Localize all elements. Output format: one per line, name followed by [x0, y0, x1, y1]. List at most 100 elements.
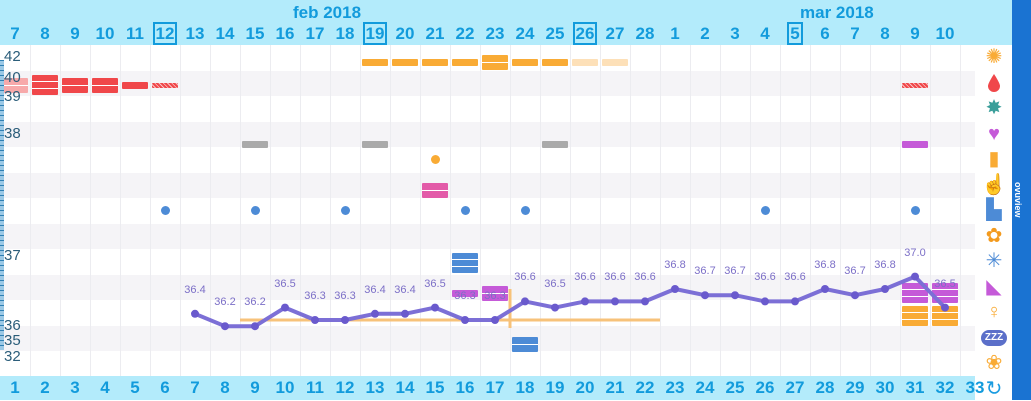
temperature-point[interactable] — [581, 297, 589, 306]
dot-doc[interactable] — [760, 205, 770, 215]
date-6[interactable]: 6 — [810, 24, 840, 43]
cycle-day[interactable]: 5 — [130, 378, 140, 397]
marker-heart[interactable] — [902, 140, 928, 148]
marker-woman[interactable] — [902, 306, 928, 326]
marker-sun[interactable] — [392, 58, 418, 66]
cycle-day[interactable]: 3 — [70, 378, 80, 397]
date-14[interactable]: 14 — [210, 24, 240, 43]
marker-sun[interactable] — [542, 58, 568, 66]
temperature-point[interactable] — [551, 303, 559, 312]
marker-sun[interactable] — [422, 58, 448, 66]
dot-pill[interactable] — [430, 154, 440, 164]
temperature-point[interactable] — [641, 297, 649, 306]
marker-blood[interactable] — [2, 77, 28, 93]
refresh-icon[interactable]: ↻ — [985, 377, 1003, 400]
cycle-day[interactable]: 23 — [665, 378, 685, 397]
blood-drop-icon[interactable] — [981, 71, 1007, 95]
cycle-day[interactable]: 13 — [365, 378, 385, 397]
cervix-icon[interactable]: ◣ — [986, 275, 1002, 298]
cycle-day[interactable]: 30 — [875, 378, 895, 397]
date-26[interactable]: 26 — [570, 22, 600, 45]
temperature-point[interactable] — [191, 309, 199, 318]
temperature-point[interactable] — [911, 272, 919, 281]
date-10[interactable]: 10 — [90, 24, 120, 43]
date-23[interactable]: 23 — [480, 24, 510, 43]
cycle-day[interactable]: 9 — [250, 378, 260, 397]
date-1[interactable]: 1 — [660, 24, 690, 43]
date-17[interactable]: 17 — [300, 24, 330, 43]
date-4[interactable]: 4 — [750, 24, 780, 43]
cycle-day[interactable]: 19 — [545, 378, 565, 397]
cycle-day[interactable]: 11 — [306, 378, 324, 397]
dot-doc[interactable] — [520, 205, 530, 215]
marker-woman[interactable] — [932, 306, 958, 326]
cycle-day[interactable]: 28 — [815, 378, 835, 397]
date-15[interactable]: 15 — [240, 24, 270, 43]
dot-doc[interactable] — [460, 205, 470, 215]
splash-icon[interactable]: ✸ — [985, 97, 1003, 119]
temperature-point[interactable] — [941, 303, 949, 312]
temperature-point[interactable] — [821, 285, 829, 293]
temperature-point[interactable] — [281, 303, 289, 312]
cycle-day[interactable]: 33 — [965, 378, 985, 397]
marker-heart[interactable] — [362, 140, 388, 148]
temperature-point[interactable] — [401, 309, 409, 318]
temperature-point[interactable] — [221, 322, 229, 331]
cycle-day[interactable]: 21 — [605, 378, 625, 397]
marker-sun[interactable] — [512, 58, 538, 66]
cycle-day[interactable]: 27 — [785, 378, 805, 397]
date-7[interactable]: 7 — [0, 24, 30, 43]
temperature-point[interactable] — [611, 297, 619, 306]
pill-bottle-icon[interactable]: ▮ — [988, 148, 1000, 170]
temperature-point[interactable] — [431, 303, 439, 312]
date-28[interactable]: 28 — [630, 24, 660, 43]
cycle-day[interactable]: 10 — [275, 378, 295, 397]
date-7[interactable]: 7 — [840, 24, 870, 43]
date-12[interactable]: 12 — [150, 22, 180, 45]
cycle-day[interactable]: 8 — [220, 378, 230, 397]
date-16[interactable]: 16 — [270, 24, 300, 43]
date-19[interactable]: 19 — [360, 22, 390, 45]
cycle-day[interactable]: 16 — [455, 378, 475, 397]
marker-sun[interactable] — [572, 58, 598, 66]
cycle-day[interactable]: 14 — [395, 378, 415, 397]
cycle-day[interactable]: 17 — [485, 378, 505, 397]
date-13[interactable]: 13 — [180, 24, 210, 43]
cycle-day[interactable]: 22 — [635, 378, 655, 397]
date-10[interactable]: 10 — [930, 24, 960, 43]
date-3[interactable]: 3 — [720, 24, 750, 43]
date-25[interactable]: 25 — [540, 24, 570, 43]
marker-sun[interactable] — [452, 58, 478, 66]
cycle-day[interactable]: 15 — [425, 378, 445, 397]
date-9[interactable]: 9 — [60, 24, 90, 43]
temperature-point[interactable] — [521, 297, 529, 306]
heart-icon[interactable]: ♥ — [988, 122, 1000, 145]
sun-flower-icon[interactable]: ✺ — [985, 46, 1003, 68]
date-9[interactable]: 9 — [900, 24, 930, 43]
marker-sparkle[interactable] — [452, 253, 478, 273]
sleep-zzz-icon[interactable]: ZZZ — [980, 326, 1008, 350]
temperature-point[interactable] — [671, 285, 679, 293]
marker-heart[interactable] — [242, 140, 268, 148]
cycle-day[interactable]: 24 — [695, 378, 715, 397]
marker-cervix[interactable] — [452, 289, 478, 297]
dot-doc[interactable] — [340, 205, 350, 215]
date-22[interactable]: 22 — [450, 24, 480, 43]
sparkle-icon[interactable]: ✳ — [985, 250, 1003, 272]
temperature-point[interactable] — [731, 291, 739, 300]
cycle-day[interactable]: 29 — [845, 378, 865, 397]
marker-blood[interactable] — [62, 77, 88, 93]
marker-blood[interactable] — [152, 82, 178, 88]
marker-sleep[interactable] — [512, 336, 538, 352]
marker-cervix[interactable] — [482, 285, 508, 301]
cycle-day[interactable]: 32 — [935, 378, 955, 397]
date-5[interactable]: 5 — [780, 22, 810, 45]
cycle-day[interactable]: 31 — [905, 378, 925, 397]
marker-cervix[interactable] — [932, 283, 958, 303]
marker-touch[interactable] — [422, 182, 448, 198]
marker-blood[interactable] — [32, 75, 58, 95]
touch-icon[interactable]: ☝ — [981, 173, 1007, 196]
temperature-point[interactable] — [761, 297, 769, 306]
marker-blood[interactable] — [122, 81, 148, 89]
cycle-chart[interactable]: 36.4 36.2 36.2 36.5 36.3 36.3 36.4 36.4 36.5 36.3… — [0, 45, 975, 376]
